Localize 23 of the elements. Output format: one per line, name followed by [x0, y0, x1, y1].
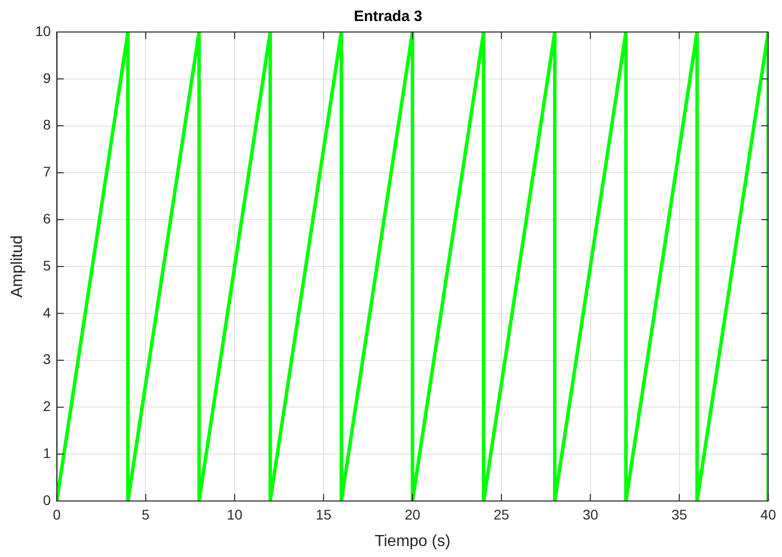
y-tick-label: 2 — [42, 398, 51, 414]
y-tick-label: 7 — [42, 164, 51, 180]
y-tick-label: 0 — [42, 492, 51, 508]
y-tick-label: 4 — [42, 304, 51, 320]
y-tick-label: 3 — [42, 351, 51, 368]
x-tick-label: 5 — [142, 506, 150, 522]
x-tick-label: 15 — [316, 506, 332, 522]
y-tick-label: 6 — [42, 210, 51, 226]
x-tick-label: 25 — [494, 506, 510, 522]
chart-title: Entrada 3 — [354, 8, 422, 26]
x-tick-label: 10 — [226, 506, 243, 522]
y-tick-label: 9 — [42, 70, 51, 86]
y-axis-title: Amplitud — [9, 235, 26, 298]
x-tick-label: 30 — [582, 506, 598, 522]
y-tick-label: 5 — [42, 257, 51, 274]
y-tick-label: 10 — [35, 22, 51, 39]
y-tick-label: 8 — [42, 116, 51, 133]
x-tick-label: 35 — [671, 506, 688, 522]
y-tick-label: 1 — [42, 444, 51, 461]
x-tick-label: 0 — [52, 506, 61, 522]
x-tick-label: 20 — [404, 506, 420, 522]
x-tick-label: 40 — [760, 506, 776, 522]
x-axis-title: Tiempo (s) — [374, 532, 450, 550]
